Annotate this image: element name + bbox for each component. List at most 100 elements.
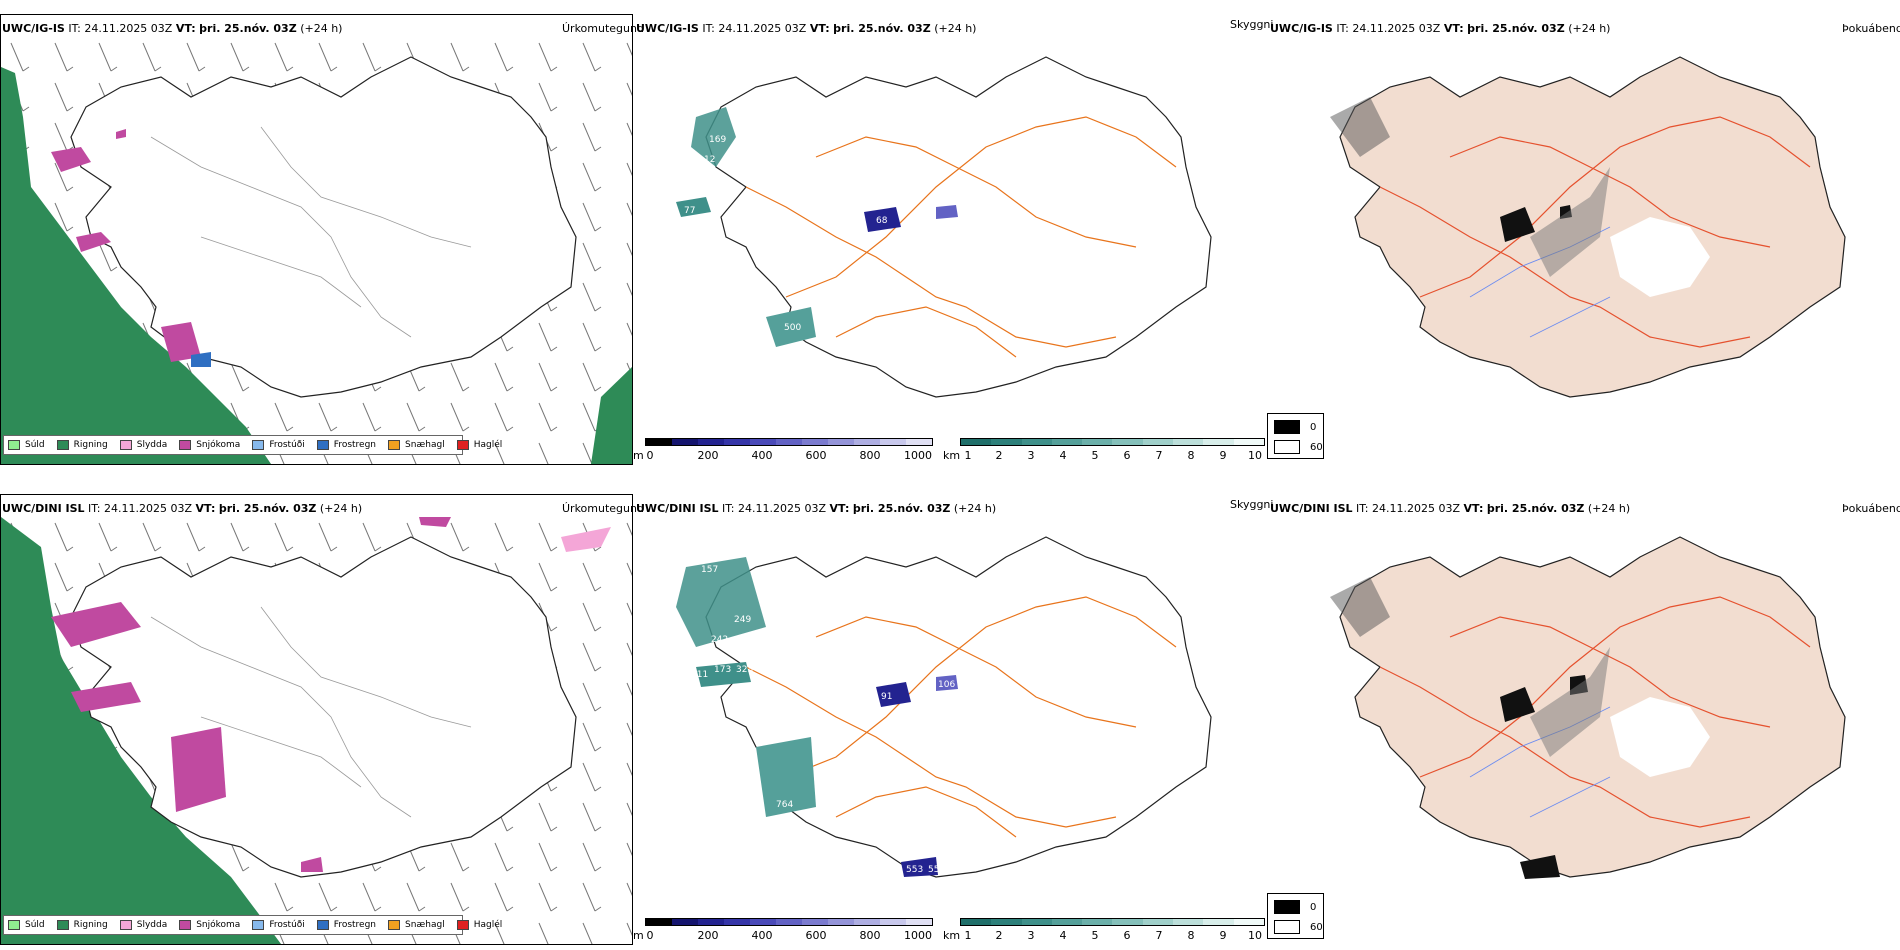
legend-item: Snjókoma	[179, 920, 240, 930]
colorbar-tick: 10	[1248, 929, 1262, 942]
vt-value: þri. 25.nóv. 03Z	[1486, 502, 1585, 515]
it-label: IT:	[702, 22, 715, 35]
colorbar-tick: 800	[859, 449, 881, 462]
colorbar-unit: m	[633, 449, 644, 462]
ceiling-colorbar-bar	[645, 438, 933, 446]
lead-time: (+24 h)	[1568, 22, 1611, 35]
it-label: IT:	[722, 502, 735, 515]
colorbar-tick: 0	[646, 449, 654, 462]
colorbar-tick: 8	[1187, 929, 1195, 942]
rain-area	[1, 67, 271, 464]
colorbar-tick: 0	[646, 929, 654, 942]
visibility-label: 553	[906, 865, 923, 875]
colorbar-tick: 400	[751, 449, 773, 462]
visibility-label: 169	[709, 135, 726, 145]
it-label: IT:	[1356, 502, 1369, 515]
colorbar-tick: 4	[1059, 449, 1067, 462]
colorbar-tick: 6	[1123, 449, 1131, 462]
panel-header: UWC/IG-IS IT: 24.11.2025 03Z VT: þri. 25…	[2, 22, 342, 35]
legend-item: Súld	[8, 440, 45, 450]
fog-legend-row: 60	[1274, 920, 1323, 934]
panel-header: UWC/DINI ISL IT: 24.11.2025 03Z VT: þri.…	[2, 502, 362, 515]
panel-title: Þokuábendi	[1842, 22, 1900, 35]
colorbar-tick: 4	[1059, 929, 1067, 942]
vt-label: VT:	[1463, 502, 1484, 515]
fog-legend-row: 0	[1274, 420, 1316, 434]
legend-item: Frostúði	[252, 440, 305, 450]
colorbar-tick: 10	[1248, 449, 1262, 462]
model-name: UWC/IG-IS	[1270, 22, 1333, 35]
fog-legend-row: 0	[1274, 900, 1316, 914]
colorbar-tick: 5	[1091, 449, 1099, 462]
visibility-colorbar: km 1 2 3 4 5 6 7 8 9 10	[943, 438, 1266, 463]
visibility-label: 12	[704, 155, 715, 165]
precip-type-panel-frame	[0, 14, 633, 465]
visibility-label: 111	[691, 670, 708, 680]
colorbar-tick: 2	[995, 449, 1003, 462]
panel-header: UWC/DINI ISL IT: 24.11.2025 03Z VT: þri.…	[1270, 502, 1630, 515]
legend-item: Rigning	[56, 920, 108, 930]
colorbar-tick: 2	[995, 929, 1003, 942]
legend-swatch	[456, 920, 469, 930]
fog-legend-swatch	[1274, 920, 1300, 934]
precip-type-map	[1, 37, 632, 464]
legend-item: Slydda	[119, 440, 167, 450]
visibility-colorbar: km 1 2 3 4 5 6 7 8 9 10	[943, 918, 1266, 943]
colorbar-tick: 3	[1027, 449, 1035, 462]
colorbar-tick: 6	[1123, 929, 1131, 942]
vt-value: þri. 25.nóv. 03Z	[218, 502, 317, 515]
model-name: UWC/DINI ISL	[636, 502, 719, 515]
colorbar-unit: m	[633, 929, 644, 942]
lead-time: (+24 h)	[300, 22, 343, 35]
colorbar-tick: 1	[964, 449, 972, 462]
legend-swatch	[56, 920, 69, 930]
colorbar-tick: 5	[1091, 929, 1099, 942]
colorbar-tick: 3	[1027, 929, 1035, 942]
visibility-label: 68	[876, 216, 888, 226]
legend-swatch	[119, 920, 132, 930]
visibility-label: 323	[736, 665, 753, 675]
precip-type-map	[1, 517, 632, 944]
visibility-label: 106	[938, 680, 955, 690]
lead-time: (+24 h)	[953, 502, 997, 515]
it-value: 24.11.2025 03Z	[738, 502, 827, 515]
model-name: UWC/DINI ISL	[1270, 502, 1353, 515]
lead-time: (+24 h)	[319, 502, 363, 515]
panel-title: Skyggni	[1230, 18, 1274, 31]
iceland-outline	[705, 536, 1212, 878]
vt-value: þri. 25.nóv. 03Z	[833, 22, 931, 35]
fog-indicator-map	[1330, 56, 1846, 398]
it-label: IT:	[1336, 22, 1349, 35]
colorbar-unit: km	[943, 449, 961, 462]
ceiling-colorbar: m 0 200 400 600 800 1000	[633, 918, 934, 943]
legend-swatch	[119, 440, 132, 450]
lead-time: (+24 h)	[1587, 502, 1631, 515]
colorbar-tick: 200	[697, 929, 719, 942]
colorbar-tick: 1	[964, 929, 972, 942]
visibility-label: 764	[776, 800, 793, 810]
colorbar-tick: 400	[751, 929, 773, 942]
ceiling-colorbar: m 0 200 400 600 800 1000	[633, 438, 934, 463]
visibility-label: 500	[784, 323, 801, 333]
visibility-label: 249	[734, 615, 751, 625]
visibility-label: 173	[714, 665, 731, 675]
iceland-outline	[70, 56, 577, 398]
vt-label: VT:	[195, 502, 216, 515]
vt-label: VT:	[829, 502, 850, 515]
colorbar-tick: 9	[1219, 449, 1227, 462]
legend-swatch	[179, 920, 192, 930]
vt-value: þri. 25.nóv. 03Z	[199, 22, 297, 35]
fog-legend: 0 60	[1267, 893, 1324, 939]
visibility-map: 169 77 68 500 12	[676, 56, 1212, 398]
colorbar-unit: km	[943, 929, 961, 942]
legend-swatch	[252, 920, 265, 930]
legend-item: Snæhagl	[388, 440, 445, 450]
panel-header: UWC/IG-IS IT: 24.11.2025 03Z VT: þri. 25…	[1270, 22, 1610, 35]
colorbar-tick: 9	[1219, 929, 1227, 942]
it-value: 24.11.2025 03Z	[1352, 22, 1441, 35]
panel-title: Úrkomutegund	[562, 22, 644, 35]
visibility-colorbar-bar	[960, 918, 1265, 926]
legend-swatch	[8, 920, 20, 930]
legend-item: Snæhagl	[388, 920, 445, 930]
fog-legend-row: 60	[1274, 440, 1323, 454]
